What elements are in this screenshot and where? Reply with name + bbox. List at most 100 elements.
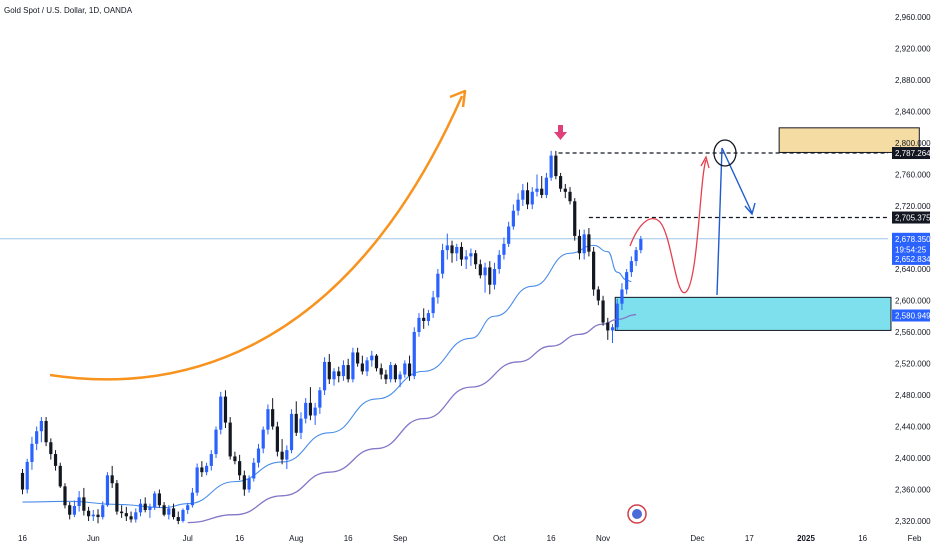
projected-path-blue bbox=[716, 147, 753, 296]
price-badge-label: 2,580.949 bbox=[895, 312, 931, 321]
candle bbox=[431, 291, 435, 318]
candle bbox=[573, 198, 577, 241]
candle-body bbox=[507, 226, 511, 244]
candle bbox=[492, 262, 497, 290]
candle-body bbox=[247, 478, 251, 490]
candle bbox=[214, 426, 218, 458]
candle-body bbox=[592, 251, 596, 290]
target-circle bbox=[713, 139, 737, 167]
candle-body bbox=[86, 510, 91, 517]
candle-body bbox=[389, 365, 393, 380]
candle bbox=[63, 483, 67, 509]
candle bbox=[195, 463, 199, 496]
candle bbox=[77, 491, 81, 512]
candle bbox=[247, 475, 251, 493]
candle bbox=[511, 204, 515, 230]
annotations bbox=[49, 89, 888, 524]
candle-body bbox=[360, 363, 364, 372]
candle-body bbox=[346, 365, 350, 380]
price-axis: 2,960.000 2,920.000 2,880.000 2,840.000 2,80… bbox=[895, 13, 931, 526]
projected-path-blue-head bbox=[744, 202, 756, 216]
x-tick-label: 16 bbox=[344, 534, 353, 543]
candle-body bbox=[219, 396, 223, 430]
candle bbox=[384, 369, 388, 384]
candle bbox=[337, 366, 341, 383]
candle-body bbox=[587, 234, 591, 252]
candle-body bbox=[110, 475, 114, 484]
orange-trend-arrow bbox=[49, 95, 464, 381]
candle-body bbox=[242, 475, 246, 490]
candle-body bbox=[341, 365, 346, 377]
candle-body bbox=[115, 483, 119, 512]
x-tick-label: Sep bbox=[393, 534, 408, 543]
candle-body bbox=[525, 190, 530, 205]
candle bbox=[261, 426, 265, 454]
candle bbox=[129, 511, 133, 523]
y-tick-label: 2,400.000 bbox=[895, 454, 931, 463]
candle-body bbox=[625, 272, 629, 290]
candle-body bbox=[233, 456, 237, 462]
candle bbox=[190, 487, 195, 508]
candle-body bbox=[162, 505, 166, 515]
candle-body bbox=[275, 426, 279, 452]
candle bbox=[252, 458, 256, 482]
event-icon-inner bbox=[632, 509, 642, 519]
candle bbox=[238, 454, 242, 481]
candle-body bbox=[134, 512, 138, 520]
candle bbox=[554, 150, 558, 180]
candle bbox=[271, 398, 275, 430]
candle bbox=[365, 357, 369, 377]
x-tick-label: 2025 bbox=[797, 534, 815, 543]
y-tick-label: 2,800.000 bbox=[895, 139, 931, 148]
candle-body bbox=[502, 243, 506, 255]
candle bbox=[332, 368, 336, 386]
candle bbox=[101, 501, 105, 520]
candle bbox=[374, 354, 379, 372]
candle-body bbox=[356, 352, 360, 364]
candle bbox=[209, 450, 213, 471]
x-tick-label: 16 bbox=[547, 534, 556, 543]
candle-body bbox=[351, 352, 355, 380]
candle bbox=[488, 261, 492, 295]
candle bbox=[474, 250, 478, 269]
x-tick-label: Dec bbox=[690, 534, 704, 543]
price-badge: 2,705.375 bbox=[892, 211, 931, 224]
candle bbox=[53, 450, 58, 471]
candle bbox=[25, 458, 29, 494]
y-tick-label: 2,920.000 bbox=[895, 45, 931, 54]
candle-body bbox=[629, 261, 633, 273]
candle bbox=[370, 350, 374, 367]
candle bbox=[592, 246, 596, 296]
candle-body bbox=[308, 402, 313, 416]
candle-body bbox=[535, 188, 539, 192]
price-badge-bg bbox=[892, 243, 930, 256]
candle-body bbox=[596, 289, 600, 301]
price-badge: 19:54:25 bbox=[892, 243, 930, 256]
candle bbox=[464, 250, 468, 269]
candle-body bbox=[521, 190, 525, 200]
candle bbox=[35, 426, 39, 451]
candle bbox=[530, 187, 534, 210]
price-badge-label: 2,652.834 bbox=[895, 255, 931, 264]
candle bbox=[450, 240, 454, 263]
candle-body bbox=[25, 461, 29, 490]
candle bbox=[634, 246, 638, 266]
candle bbox=[167, 505, 171, 520]
candle-body bbox=[252, 462, 256, 479]
candle bbox=[379, 363, 383, 380]
candle bbox=[285, 445, 289, 470]
candle bbox=[393, 363, 397, 383]
candle bbox=[280, 439, 284, 465]
candle bbox=[266, 404, 270, 435]
candle bbox=[625, 269, 629, 295]
candle-body bbox=[549, 155, 553, 178]
price-badge-label: 2,705.375 bbox=[895, 214, 931, 223]
y-tick-label: 2,840.000 bbox=[895, 108, 931, 117]
candle bbox=[459, 242, 464, 266]
candle bbox=[582, 229, 586, 260]
candle bbox=[82, 487, 86, 516]
candle bbox=[629, 256, 633, 277]
candle bbox=[568, 187, 572, 205]
candle-body bbox=[563, 188, 567, 192]
